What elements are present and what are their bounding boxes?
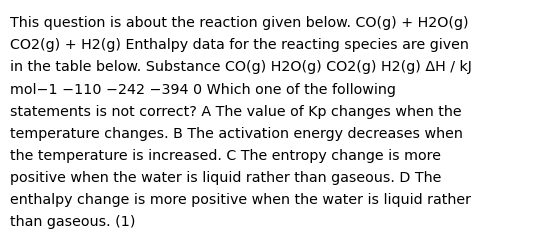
Text: enthalpy change is more positive when the water is liquid rather: enthalpy change is more positive when th… (10, 192, 471, 206)
Text: the temperature is increased. C The entropy change is more: the temperature is increased. C The entr… (10, 148, 441, 162)
Text: CO2(g) + H2(g) Enthalpy data for the reacting species are given: CO2(g) + H2(g) Enthalpy data for the rea… (10, 38, 469, 52)
Text: This question is about the reaction given below. CO(g) + H2O(g): This question is about the reaction give… (10, 16, 469, 30)
Text: than gaseous. (1): than gaseous. (1) (10, 214, 136, 228)
Text: statements is not correct? A The value of Kp changes when the: statements is not correct? A The value o… (10, 104, 461, 118)
Text: mol−1 −110 −242 −394 0 Which one of the following: mol−1 −110 −242 −394 0 Which one of the … (10, 82, 396, 96)
Text: temperature changes. B The activation energy decreases when: temperature changes. B The activation en… (10, 126, 463, 140)
Text: in the table below. Substance CO(g) H2O(g) CO2(g) H2(g) ΔH / kJ: in the table below. Substance CO(g) H2O(… (10, 60, 472, 74)
Text: positive when the water is liquid rather than gaseous. D The: positive when the water is liquid rather… (10, 170, 441, 184)
